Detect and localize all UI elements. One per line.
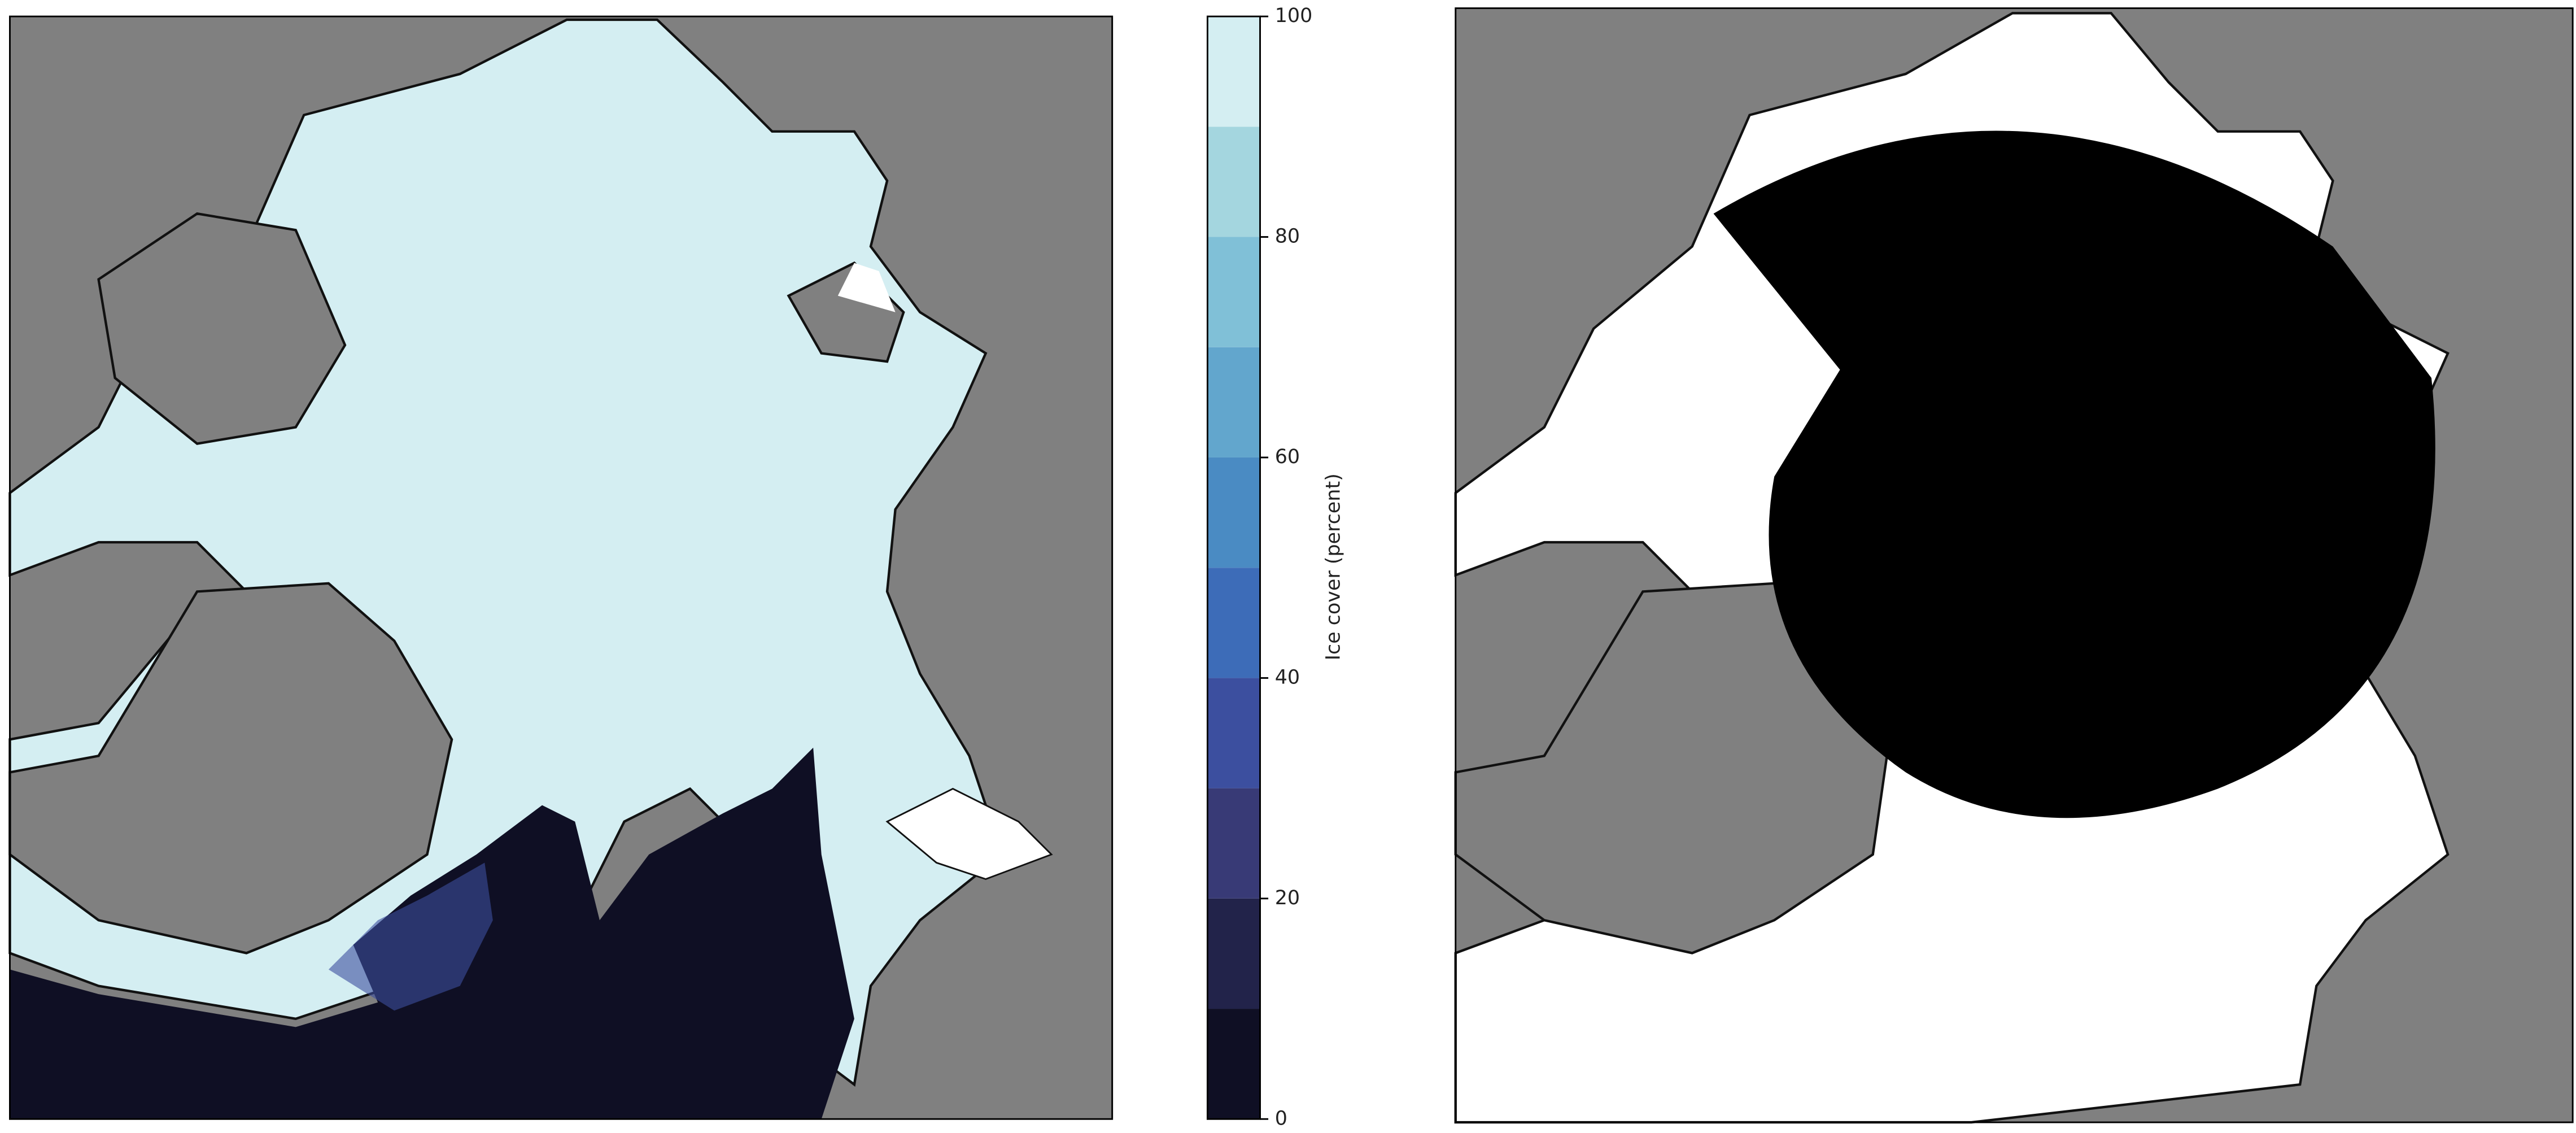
colorbar-label: Ice cover (percent)	[1322, 473, 1344, 660]
colorbar-band	[1207, 127, 1260, 237]
colorbar-tick-label: 100	[1275, 5, 1313, 27]
colorbar-tick-label: 0	[1275, 1107, 1287, 1130]
colorbar-band	[1207, 16, 1260, 127]
colorbar-band	[1207, 678, 1260, 788]
greenland	[8, 582, 453, 955]
colorbar-band	[1207, 788, 1260, 899]
colorbar-band	[1207, 457, 1260, 568]
colorbar-tick-label: 20	[1275, 887, 1300, 909]
colorbar-frame	[1206, 15, 1261, 1120]
map-frame	[1455, 7, 2574, 1123]
ice-cover-map	[8, 15, 1114, 1120]
mask-region	[1713, 130, 2435, 818]
map-frame	[9, 15, 1114, 1120]
colorbar: 0 20 40 60 80 100 Ice cover (percent)	[1206, 5, 1344, 1130]
no-data	[837, 263, 896, 312]
colorbar-tick-label: 40	[1275, 666, 1300, 688]
colorbar-tick-label: 80	[1275, 225, 1300, 248]
colorbar-band	[1207, 237, 1260, 347]
lake	[885, 787, 1053, 881]
colorbar-band	[1207, 1009, 1260, 1119]
colorbar-band	[1207, 898, 1260, 1009]
mask-map	[1454, 7, 2574, 1124]
islands	[97, 212, 347, 445]
colorbar-band	[1207, 568, 1260, 678]
colorbar-tick-label: 60	[1275, 446, 1300, 468]
ice-edge	[328, 862, 493, 1011]
colorbar-band	[1207, 347, 1260, 457]
